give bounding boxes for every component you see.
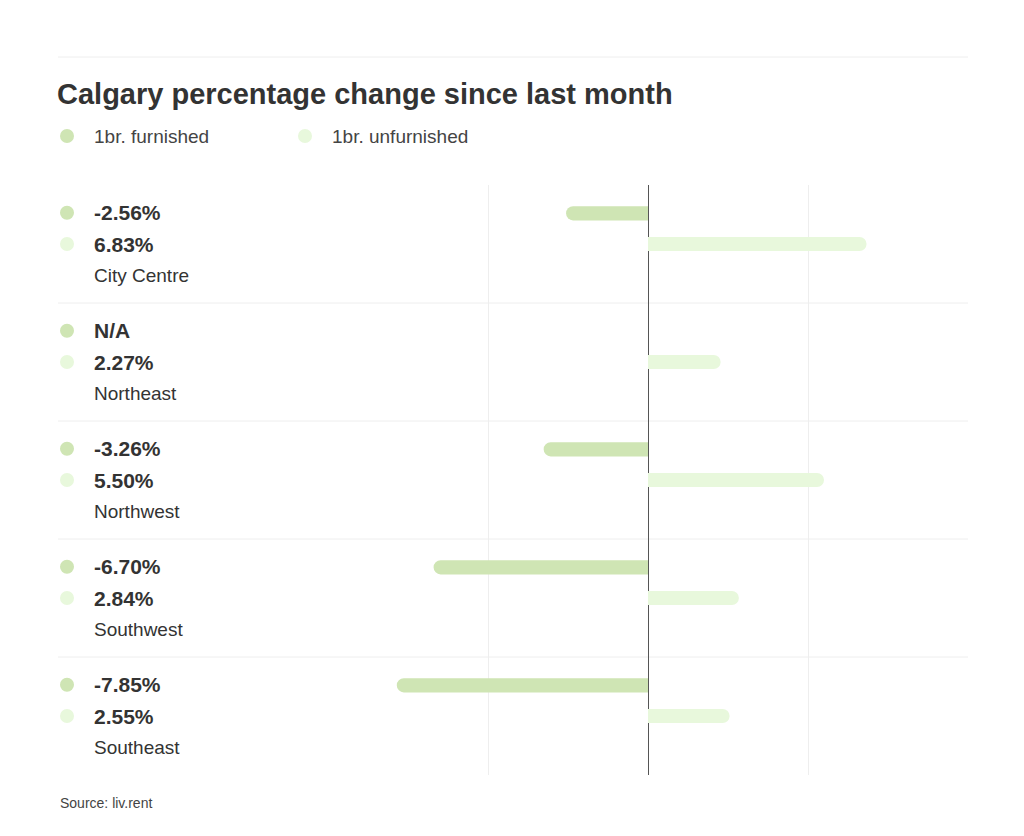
svg-text:-6.70%: -6.70% [94,555,161,578]
svg-text:2.27%: 2.27% [94,351,154,374]
svg-text:City Centre: City Centre [94,265,189,286]
svg-text:2.55%: 2.55% [94,705,154,728]
svg-text:Northwest: Northwest [94,501,180,522]
svg-text:Southwest: Southwest [94,619,183,640]
svg-text:5.50%: 5.50% [94,469,154,492]
svg-text:1br. furnished: 1br. furnished [94,126,209,147]
svg-text:6.83%: 6.83% [94,233,154,256]
svg-text:Source: liv.rent: Source: liv.rent [60,795,152,811]
svg-text:Calgary percentage change sinc: Calgary percentage change since last mon… [57,78,673,110]
svg-text:N/A: N/A [94,319,130,342]
svg-text:Northeast: Northeast [94,383,177,404]
svg-text:1br. unfurnished: 1br. unfurnished [332,126,468,147]
svg-text:-7.85%: -7.85% [94,673,161,696]
svg-text:-2.56%: -2.56% [94,201,161,224]
svg-text:2.84%: 2.84% [94,587,154,610]
svg-text:Southeast: Southeast [94,737,180,758]
svg-text:-3.26%: -3.26% [94,437,161,460]
